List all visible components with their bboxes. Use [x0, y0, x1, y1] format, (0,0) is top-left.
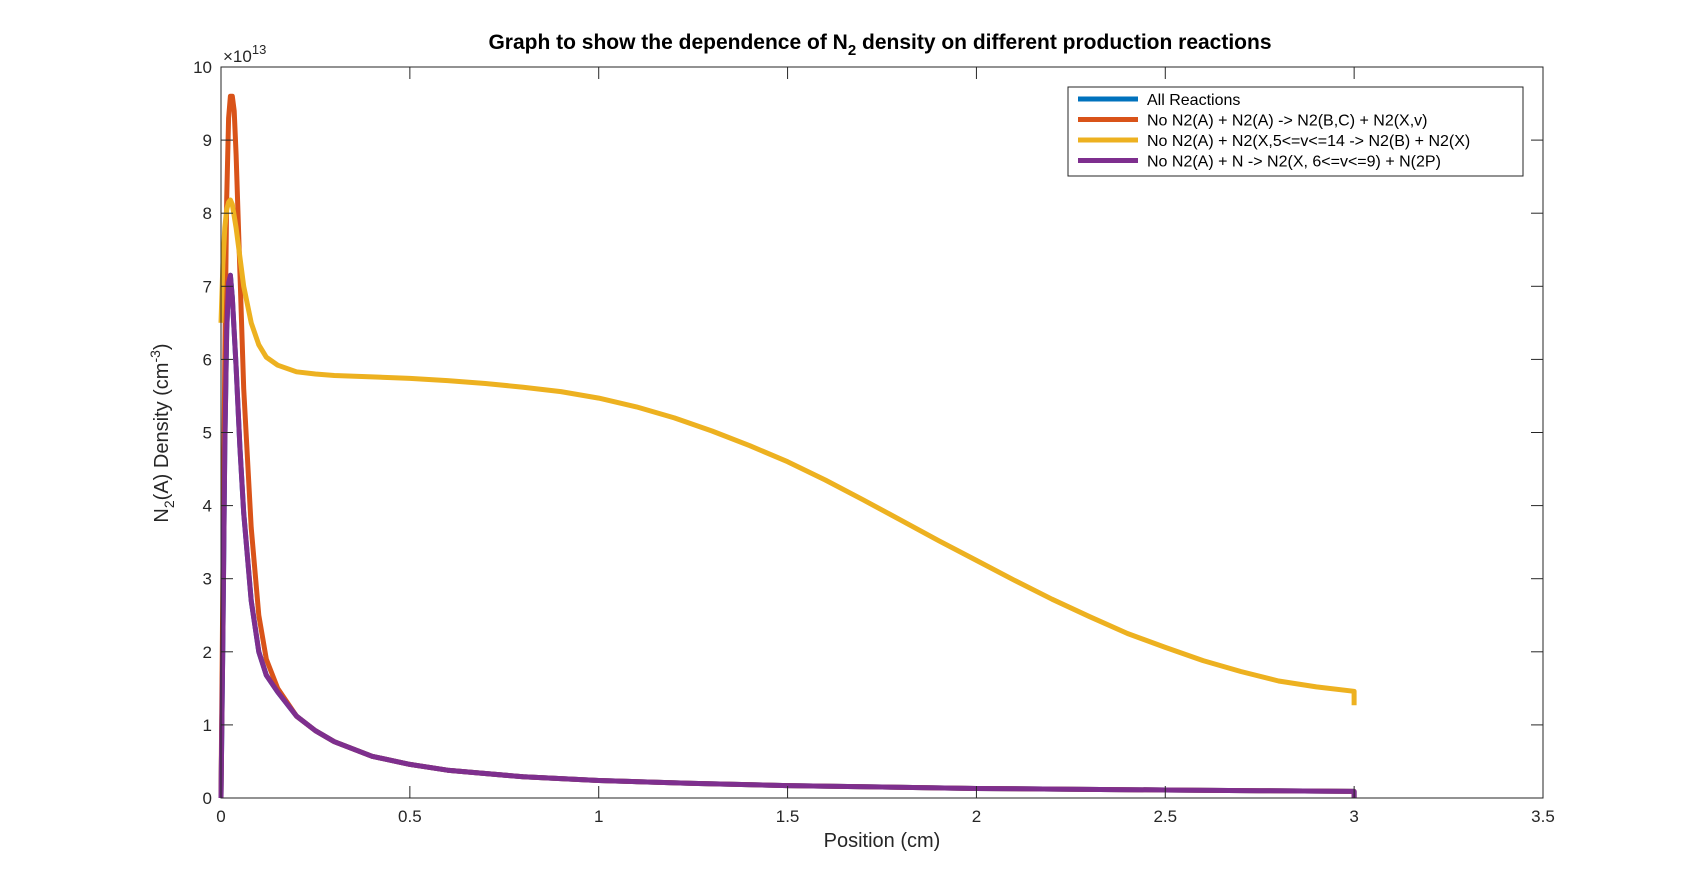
y-tick-label: 2 [203, 643, 212, 662]
y-tick-label: 4 [203, 497, 212, 516]
y-tick-label: 1 [203, 716, 212, 735]
legend-label: No N2(A) + N -> N2(X, 6<=v<=9) + N(2P) [1147, 154, 1441, 171]
y-axis-label: N2(A) Density (cm-3) [147, 343, 177, 522]
y-tick-label: 3 [203, 570, 212, 589]
legend-label: No N2(A) + N2(A) -> N2(B,C) + N2(X,v) [1147, 113, 1428, 130]
y-tick-label: 8 [203, 204, 212, 223]
y-tick-label: 6 [203, 350, 212, 369]
legend: All Reactions No N2(A) + N2(A) -> N2(B,C)… [1067, 86, 1524, 177]
legend-label: All Reactions [1147, 92, 1240, 109]
x-tick-label: 2 [972, 807, 981, 826]
legend-items: All Reactions No N2(A) + N2(A) -> N2(B,C)… [1078, 92, 1470, 171]
chart-title: Graph to show the dependence of N2 densi… [488, 31, 1271, 59]
x-tick-label: 0.5 [398, 807, 422, 826]
y-tick-label: 7 [203, 277, 212, 296]
ticks-layer: 0 0.5 1 1.5 2 2.5 3 3.5 0 1 2 3 4 5 6 7 8 9 10 [193, 58, 1555, 826]
plot-area [221, 67, 1543, 798]
series-line-3 [218, 197, 1357, 706]
legend-box [1067, 86, 1524, 177]
legend-label: No N2(A) + N2(X,5<=v<=14 -> N2(B) + N2(X… [1147, 133, 1470, 150]
x-tick-label: 2.5 [1153, 807, 1177, 826]
x-tick-label: 0 [216, 807, 225, 826]
y-tick-label: 9 [203, 131, 212, 150]
y-tick-label: 0 [203, 789, 212, 808]
y-tick-label: 10 [193, 58, 212, 77]
x-tick-label: 1.5 [776, 807, 800, 826]
x-tick-label: 1 [594, 807, 603, 826]
y-tick-label: 5 [203, 424, 212, 443]
x-axis-label: Position (cm) [824, 830, 941, 852]
x-tick-label: 3.5 [1531, 807, 1555, 826]
y-exponent-label: ×1013 [223, 42, 266, 66]
x-tick-label: 3 [1349, 807, 1358, 826]
